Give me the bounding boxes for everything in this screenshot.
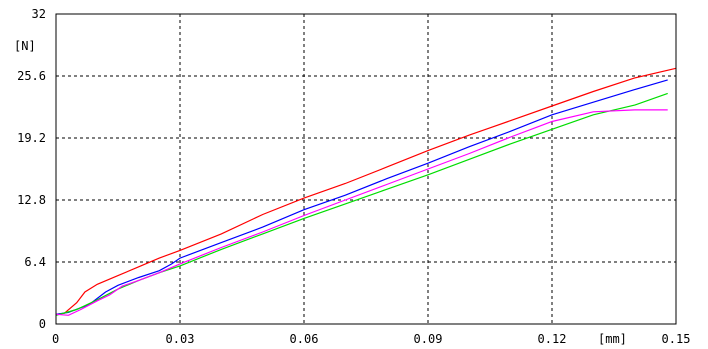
x-tick-label: 0.06 [290, 332, 319, 346]
series-lines [55, 67, 677, 316]
grid-lines [56, 14, 676, 324]
x-tick-label: 0.03 [166, 332, 195, 346]
series-line-3 [55, 92, 668, 316]
y-tick-label: 19.2 [17, 131, 46, 145]
x-tick-label: 0.12 [538, 332, 567, 346]
y-tick-label: 0 [39, 317, 46, 331]
plot-frame [55, 13, 677, 325]
series-line-2 [55, 79, 668, 315]
x-axis-ticks: 0 0.03 0.06 0.09 0.12 0.15 [52, 332, 690, 346]
y-tick-label: 25.6 [17, 69, 46, 83]
series-line-4 [55, 109, 668, 316]
y-axis-ticks: 0 6.4 12.8 19.2 25.6 32 [17, 7, 46, 331]
series-line-1 [55, 67, 677, 315]
y-tick-label: 6.4 [24, 255, 46, 269]
y-axis-unit-label: [N] [14, 39, 36, 53]
x-axis-unit-label: [mm] [598, 332, 627, 346]
y-tick-label: 12.8 [17, 193, 46, 207]
y-tick-label: 32 [32, 7, 46, 21]
x-tick-label: 0 [52, 332, 59, 346]
x-tick-label: 0.09 [414, 332, 443, 346]
x-tick-label: 0.15 [662, 332, 691, 346]
